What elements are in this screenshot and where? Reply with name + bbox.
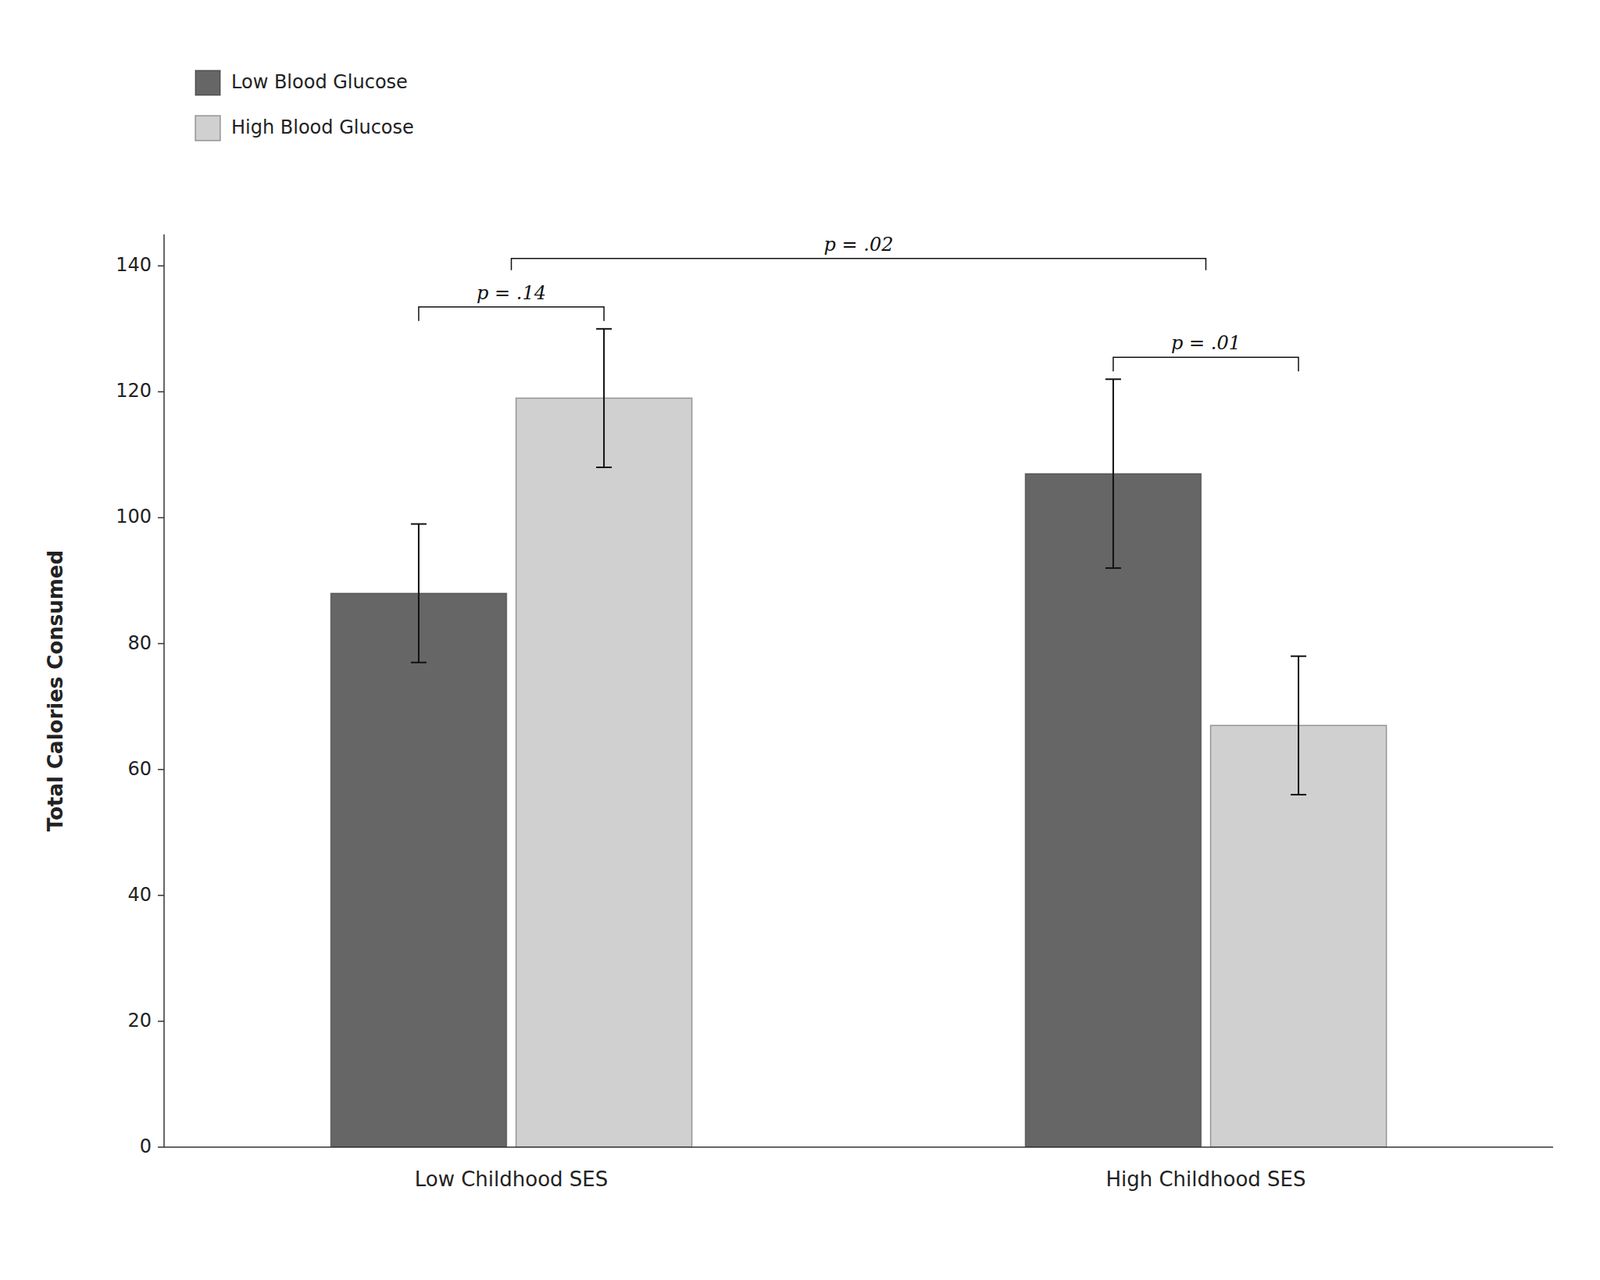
axes: 0 20 40 60 80 100 120 140 Low Childhood SES High … — [43, 234, 1554, 1191]
bracket-line — [418, 307, 604, 322]
significance-bracket: p = .01 — [1113, 332, 1299, 372]
error-bar — [596, 328, 612, 468]
legend-swatch — [195, 70, 221, 96]
y-tick-label: 120 — [115, 379, 152, 402]
legend-label: High Blood Glucose — [231, 116, 415, 139]
x-tick-label: High Childhood SES — [1105, 1167, 1306, 1191]
y-tick — [157, 265, 165, 268]
y-tick-label: 140 — [115, 253, 152, 276]
annotation: p = .02 — [824, 233, 894, 256]
y-tick — [157, 391, 165, 393]
y-tick — [157, 1020, 165, 1022]
y-tick-label: 0 — [139, 1135, 152, 1158]
chart-svg: 0 20 40 60 80 100 120 140 Low Childhood SES High … — [0, 0, 1600, 1280]
error-cap — [410, 661, 427, 664]
legend-swatch — [195, 115, 221, 141]
error-cap — [410, 523, 427, 525]
annotation: p = .01 — [1171, 332, 1241, 354]
annotations: p = .14 p = .01 p = .02 — [418, 233, 1299, 372]
bracket-line — [511, 258, 1207, 271]
legend-label: Low Blood Glucose — [231, 71, 408, 93]
y-tick-label: 80 — [127, 632, 152, 654]
error-cap — [1290, 655, 1307, 658]
error-stem — [1112, 378, 1115, 568]
error-stem — [417, 524, 420, 663]
annotation: p = .14 — [476, 282, 547, 304]
legend: Low Blood Glucose High Blood Glucose — [195, 70, 415, 141]
bracket-line — [1113, 357, 1299, 372]
x-tick-label: Low Childhood SES — [414, 1167, 609, 1191]
y-tick — [157, 768, 165, 771]
bar — [516, 397, 693, 1147]
y-tick-label: 20 — [127, 1009, 152, 1032]
y-tick — [157, 894, 165, 897]
bar — [330, 592, 507, 1147]
x-axis-line — [164, 1146, 1554, 1148]
y-tick — [157, 642, 165, 645]
y-axis-line — [163, 234, 165, 1147]
error-cap — [1105, 567, 1122, 569]
y-tick-label: 40 — [127, 883, 152, 906]
y-tick — [157, 1146, 165, 1148]
y-tick — [157, 517, 165, 519]
significance-bracket: p = .14 — [418, 282, 604, 322]
bar — [1025, 473, 1201, 1147]
error-bar — [410, 524, 427, 663]
error-stem — [603, 328, 605, 468]
significance-bracket: p = .02 — [511, 233, 1207, 271]
series — [516, 328, 1387, 1147]
error-bar — [1105, 378, 1122, 568]
error-cap — [596, 328, 612, 330]
y-axis-label: Total Calories Consumed — [43, 550, 68, 832]
y-tick-label: 100 — [115, 505, 152, 528]
error-bar — [1290, 656, 1307, 795]
error-cap — [1105, 378, 1122, 380]
error-stem — [1297, 656, 1300, 795]
chart-container: 0 20 40 60 80 100 120 140 Low Childhood SES High … — [0, 0, 1600, 1280]
series — [330, 378, 1201, 1147]
error-cap — [596, 466, 612, 468]
y-tick-label: 60 — [127, 757, 152, 780]
plot-marks — [330, 328, 1386, 1147]
error-cap — [1290, 793, 1307, 796]
